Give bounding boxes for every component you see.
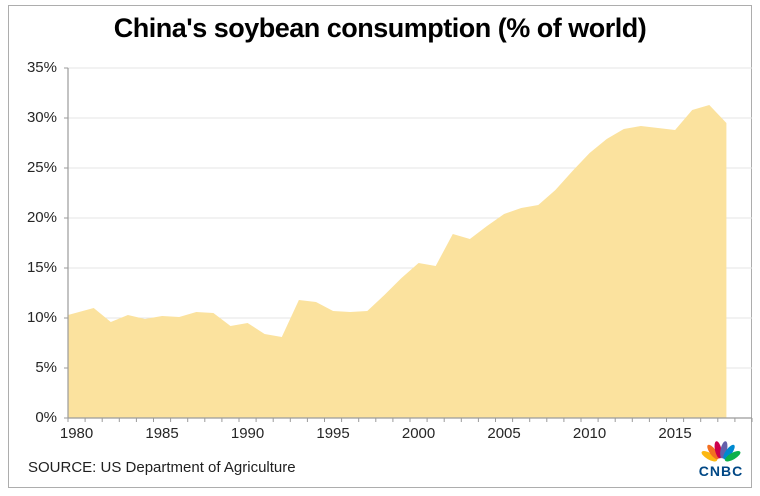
x-axis-label: 1980 <box>59 425 94 442</box>
x-axis-label: 1990 <box>230 425 265 442</box>
cnbc-logo: CNBC <box>694 440 748 479</box>
y-axis-label: 15% <box>26 259 57 276</box>
chart-title: China's soybean consumption (% of world) <box>113 13 647 43</box>
y-axis-label: 30% <box>26 109 57 126</box>
cnbc-peacock-icon <box>701 441 741 462</box>
source-note: SOURCE: US Department of Agriculture <box>28 459 296 476</box>
y-axis-label: 25% <box>26 159 57 176</box>
x-axis-label: 2000 <box>401 425 436 442</box>
x-axis-label: 2005 <box>487 425 521 442</box>
x-axis-label: 2010 <box>572 425 607 442</box>
y-axis-label: 5% <box>35 359 57 376</box>
cnbc-wordmark: CNBC <box>698 463 744 479</box>
y-axis-label: 20% <box>26 209 57 226</box>
y-axis-label: 35% <box>26 59 57 76</box>
y-axis-label: 10% <box>26 309 57 326</box>
y-axis-label: 0% <box>35 409 57 426</box>
x-axis-label: 1995 <box>316 425 350 442</box>
x-axis-label: 2015 <box>658 425 692 442</box>
x-axis-label: 1985 <box>145 425 179 442</box>
